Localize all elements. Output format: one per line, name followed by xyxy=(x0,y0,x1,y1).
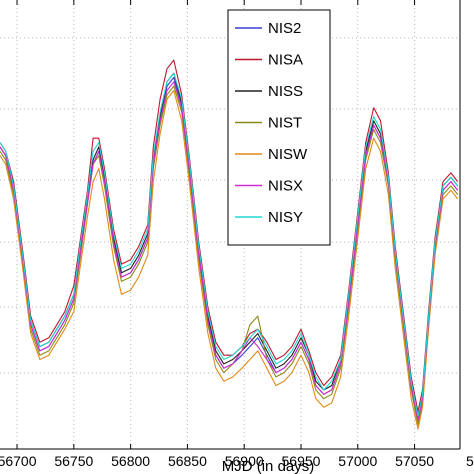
x-tick-label: 56750 xyxy=(54,453,93,469)
legend-box xyxy=(227,9,331,246)
series-line-nisw xyxy=(0,89,459,430)
series-lines xyxy=(0,59,459,430)
legend-label-nisw: NISW xyxy=(268,146,308,163)
x-tick-label: 57050 xyxy=(395,453,434,469)
legend-label-nis2: NIS2 xyxy=(268,20,301,37)
x-tick-label: 56950 xyxy=(282,453,321,469)
legend-label-nisx: NISX xyxy=(268,178,303,195)
legend-label-nist: NIST xyxy=(268,115,302,132)
x-tick-label: 56800 xyxy=(111,453,150,469)
series-line-nisy xyxy=(0,72,459,417)
legend: NIS2 NISA NISS NIST NISW NISX NISY xyxy=(227,9,331,246)
x-axis-label: MJD (in days) xyxy=(222,458,315,474)
x-tick-label: 56700 xyxy=(0,453,37,469)
legend-label-nisy: NISY xyxy=(268,209,303,226)
legend-label-nisa: NISA xyxy=(268,52,303,69)
x-tick-label: 5 xyxy=(466,453,474,469)
legend-label-niss: NISS xyxy=(268,83,303,100)
x-tick-label: 57000 xyxy=(338,453,377,469)
x-tick-label: 56850 xyxy=(168,453,207,469)
x-tick-label: 56900 xyxy=(225,453,264,469)
